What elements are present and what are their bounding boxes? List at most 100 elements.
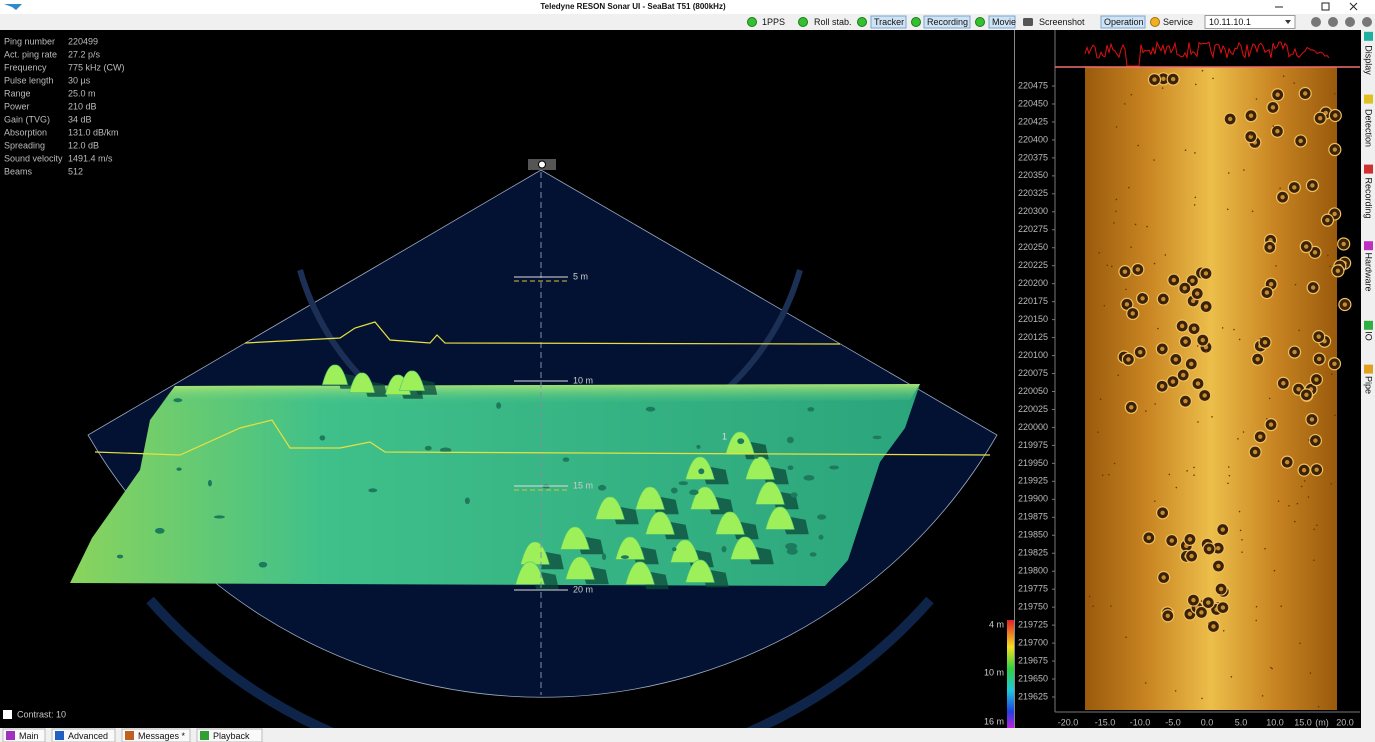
- speckle: [1323, 115, 1326, 118]
- tab-label[interactable]: Messages *: [138, 731, 186, 741]
- tab-icon[interactable]: [1364, 364, 1373, 374]
- speckle: [1273, 569, 1276, 572]
- x-label: -10.0: [1130, 717, 1151, 727]
- color-scale: [1007, 620, 1014, 728]
- rock: [721, 546, 727, 553]
- toggle-box[interactable]: [870, 15, 907, 29]
- side-tab[interactable]: Hardware: [1364, 252, 1374, 291]
- rock: [785, 543, 798, 550]
- bottom-tabs: Main Advanced Messages * Playback: [2, 728, 263, 742]
- target-core: [1284, 459, 1290, 465]
- tab[interactable]: [196, 728, 263, 742]
- info-key: Spreading: [4, 140, 45, 150]
- toolbar-icon[interactable]: [1345, 17, 1355, 27]
- target-core: [1159, 384, 1165, 389]
- speckle: [1123, 103, 1126, 105]
- restore-button[interactable]: [1321, 2, 1330, 11]
- speckle: [1117, 374, 1119, 377]
- indicator-label[interactable]: Roll stab.: [814, 17, 852, 27]
- indicator-label[interactable]: Movie: [992, 17, 1016, 27]
- target-core: [1135, 267, 1141, 272]
- info-value: 25.0 m: [68, 88, 96, 98]
- tab-label[interactable]: Main: [19, 731, 39, 741]
- info-key: Frequency: [4, 62, 47, 72]
- rock: [803, 475, 815, 481]
- tab-icon[interactable]: [1364, 164, 1373, 174]
- indicator-label[interactable]: Tracker: [874, 17, 904, 27]
- speckle: [1280, 605, 1283, 607]
- indicator-label[interactable]: Recording: [927, 17, 968, 27]
- target-core: [1195, 381, 1201, 386]
- rock: [698, 468, 705, 475]
- seafloor-edge: [160, 384, 920, 405]
- target-core: [1171, 277, 1176, 283]
- close-button[interactable]: [1349, 2, 1358, 11]
- toolbar-icon[interactable]: [1311, 17, 1321, 27]
- toolbar-icon[interactable]: [1362, 17, 1372, 27]
- target-core: [1268, 281, 1274, 287]
- ip-dropdown[interactable]: [1204, 15, 1296, 29]
- mode-tab[interactable]: Operation: [1104, 17, 1144, 27]
- target-core: [1296, 386, 1301, 392]
- x-label: 15.0: [1294, 717, 1312, 727]
- speckle: [1241, 551, 1243, 553]
- toggle-box[interactable]: [923, 15, 971, 29]
- tab[interactable]: [51, 728, 116, 742]
- tab-icon[interactable]: [1364, 320, 1373, 330]
- ping-label: 219950: [1018, 458, 1048, 468]
- tab[interactable]: [121, 728, 191, 742]
- speckle: [1264, 547, 1266, 550]
- side-tab[interactable]: Display: [1364, 45, 1374, 75]
- toggle-box[interactable]: [988, 15, 1016, 29]
- speckle: [1307, 439, 1310, 441]
- target-core: [1216, 545, 1221, 551]
- speckle: [1193, 466, 1195, 469]
- target-cone: [685, 559, 715, 583]
- info-key: Range: [4, 88, 31, 98]
- speckle: [1271, 667, 1273, 670]
- target-core: [1304, 244, 1309, 249]
- speckle: [1110, 265, 1113, 268]
- side-tab[interactable]: IO: [1364, 331, 1374, 341]
- tab-icon[interactable]: [1364, 241, 1373, 251]
- tab-label[interactable]: Advanced: [68, 731, 108, 741]
- speckle: [1221, 327, 1224, 329]
- screenshot-button[interactable]: Screenshot: [1039, 17, 1085, 27]
- target-cone: [755, 481, 785, 505]
- rock: [496, 402, 502, 409]
- target-core: [1206, 600, 1211, 605]
- speckle: [1233, 328, 1235, 331]
- speckle: [1194, 196, 1197, 199]
- tab-icon[interactable]: [1364, 31, 1373, 41]
- tab-icon: [6, 731, 15, 740]
- target-core: [1275, 92, 1280, 97]
- signal-trace: [1084, 40, 1330, 67]
- depth-label: 20 m: [573, 584, 593, 594]
- ping-label: 220150: [1018, 314, 1048, 324]
- target-cone: [715, 511, 745, 535]
- speckle: [1208, 622, 1210, 624]
- target-core: [1335, 268, 1341, 274]
- tab-icon: [200, 731, 209, 740]
- rock: [464, 497, 470, 505]
- tab-label[interactable]: Playback: [213, 731, 250, 741]
- target-core: [1160, 510, 1165, 516]
- speckle: [1330, 482, 1333, 485]
- side-tab[interactable]: Detection: [1364, 109, 1374, 147]
- speckle: [1256, 146, 1258, 148]
- side-tab[interactable]: Pipe: [1364, 376, 1374, 394]
- fan-ring: [146, 596, 934, 742]
- toolbar-icon[interactable]: [1328, 17, 1338, 27]
- tab-icon[interactable]: [1364, 94, 1373, 104]
- ip-address[interactable]: 10.11.10.1: [1209, 17, 1251, 27]
- contrast-checkbox[interactable]: [3, 710, 12, 719]
- side-tab[interactable]: Recording: [1364, 177, 1374, 218]
- mode-box[interactable]: [1100, 15, 1146, 29]
- target-core: [1182, 285, 1187, 291]
- target-core: [1332, 147, 1338, 152]
- info-value: 1491.4 m/s: [68, 153, 113, 163]
- indicator-label[interactable]: 1PPS: [762, 17, 785, 27]
- target-core: [1124, 302, 1130, 307]
- mode-tab[interactable]: Service: [1163, 17, 1193, 27]
- side-panel: [1361, 30, 1375, 728]
